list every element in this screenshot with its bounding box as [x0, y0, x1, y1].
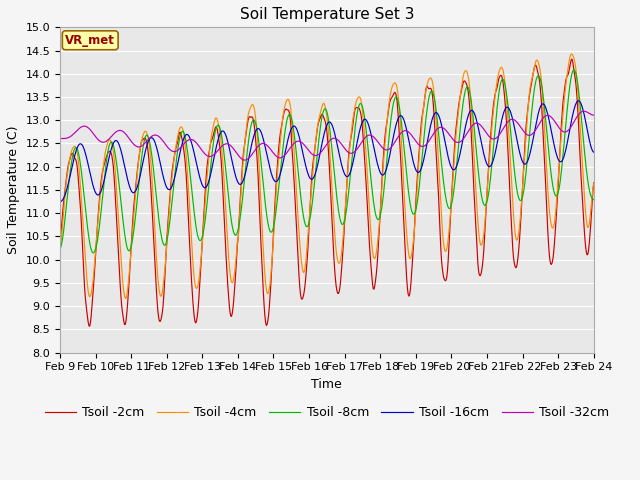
Tsoil -4cm: [66, 157, 74, 163]
Line: Tsoil -32cm: Tsoil -32cm: [60, 111, 594, 160]
Tsoil -32cm: [392, 137, 400, 143]
Line: Tsoil -16cm: Tsoil -16cm: [60, 101, 594, 202]
Tsoil -4cm: [392, 82, 400, 87]
Tsoil -16cm: [590, 149, 598, 155]
X-axis label: Time: Time: [312, 378, 342, 391]
Tsoil -4cm: [56, 244, 64, 250]
Tsoil -32cm: [241, 157, 249, 163]
Tsoil -4cm: [122, 296, 129, 301]
Tsoil -16cm: [66, 175, 74, 181]
Title: Soil Temperature Set 3: Soil Temperature Set 3: [239, 7, 414, 22]
Tsoil -32cm: [203, 153, 211, 158]
Tsoil -2cm: [122, 322, 129, 327]
Tsoil -8cm: [204, 194, 212, 200]
Tsoil -8cm: [175, 136, 183, 142]
Tsoil -4cm: [408, 250, 416, 256]
Line: Tsoil -4cm: Tsoil -4cm: [60, 54, 594, 299]
Tsoil -2cm: [590, 180, 598, 186]
Y-axis label: Soil Temperature (C): Soil Temperature (C): [7, 126, 20, 254]
Tsoil -2cm: [408, 267, 416, 273]
Tsoil -4cm: [568, 51, 575, 57]
Tsoil -4cm: [175, 126, 183, 132]
Tsoil -4cm: [204, 167, 212, 173]
Tsoil -2cm: [568, 56, 575, 62]
Tsoil -32cm: [66, 134, 74, 140]
Tsoil -32cm: [590, 112, 598, 118]
Tsoil -2cm: [392, 93, 400, 99]
Tsoil -2cm: [56, 240, 64, 245]
Tsoil -32cm: [121, 130, 129, 136]
Line: Tsoil -8cm: Tsoil -8cm: [60, 70, 594, 253]
Tsoil -4cm: [121, 293, 129, 299]
Legend: Tsoil -2cm, Tsoil -4cm, Tsoil -8cm, Tsoil -16cm, Tsoil -32cm: Tsoil -2cm, Tsoil -4cm, Tsoil -8cm, Tsoi…: [40, 401, 614, 424]
Tsoil -4cm: [590, 181, 598, 187]
Tsoil -16cm: [574, 98, 582, 104]
Tsoil -32cm: [56, 136, 64, 142]
Tsoil -16cm: [203, 183, 211, 189]
Line: Tsoil -2cm: Tsoil -2cm: [60, 59, 594, 326]
Tsoil -2cm: [86, 324, 93, 329]
Tsoil -16cm: [392, 124, 399, 130]
Tsoil -16cm: [56, 199, 64, 204]
Text: VR_met: VR_met: [65, 34, 115, 47]
Tsoil -2cm: [204, 158, 212, 164]
Tsoil -2cm: [66, 157, 74, 163]
Tsoil -8cm: [56, 246, 64, 252]
Tsoil -32cm: [408, 133, 416, 139]
Tsoil -32cm: [580, 108, 588, 114]
Tsoil -16cm: [407, 149, 415, 155]
Tsoil -16cm: [121, 163, 129, 169]
Tsoil -16cm: [175, 156, 182, 161]
Tsoil -32cm: [175, 146, 182, 152]
Tsoil -8cm: [90, 250, 97, 256]
Tsoil -8cm: [66, 173, 74, 179]
Tsoil -8cm: [590, 197, 598, 203]
Tsoil -8cm: [408, 208, 416, 214]
Tsoil -8cm: [122, 236, 129, 241]
Tsoil -8cm: [570, 67, 577, 72]
Tsoil -2cm: [175, 130, 183, 136]
Tsoil -8cm: [392, 94, 400, 100]
